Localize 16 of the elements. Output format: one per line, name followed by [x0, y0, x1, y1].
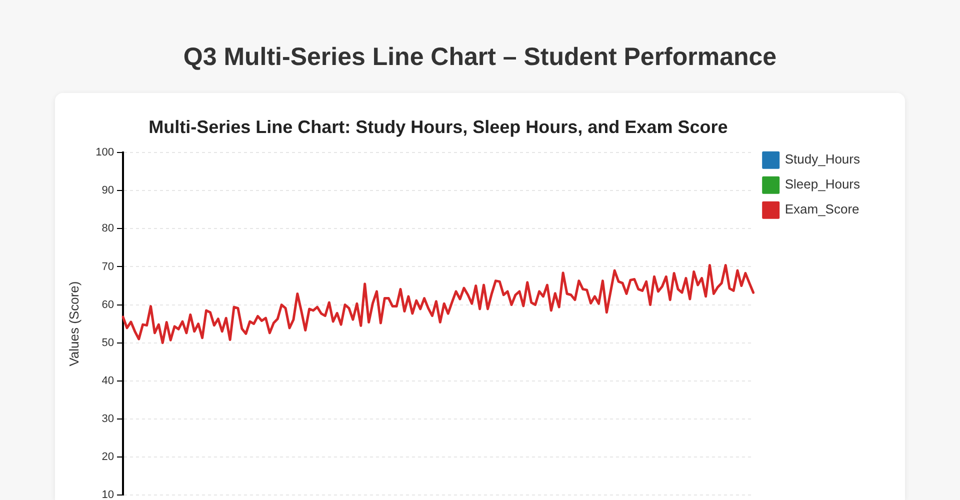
- legend-label: Sleep_Hours: [784, 176, 860, 192]
- y-tick-label: 90: [102, 184, 114, 197]
- y-tick-label: 60: [102, 298, 114, 311]
- legend-label: Exam_Score: [784, 202, 860, 217]
- y-tick-label: 50: [102, 336, 114, 349]
- legend-label: Study_Hours: [784, 152, 860, 167]
- y-axis-title: Values (Score): [66, 281, 82, 366]
- y-tick-label: 20: [102, 450, 114, 463]
- y-tick-label: 10: [102, 489, 114, 500]
- y-tick-label: 40: [102, 374, 114, 387]
- chart-title: Q3 Multi-Series Line Chart – Student Performance: [183, 42, 777, 73]
- y-tick-label: 30: [102, 412, 114, 425]
- chart-subtitle: Multi-Series Line Chart: Study Hours, Sleep Hours, and Exam Score: [148, 116, 728, 137]
- y-tick-label: 100: [96, 146, 114, 159]
- y-tick-label: 70: [102, 260, 114, 273]
- y-tick-label: 80: [102, 222, 114, 235]
